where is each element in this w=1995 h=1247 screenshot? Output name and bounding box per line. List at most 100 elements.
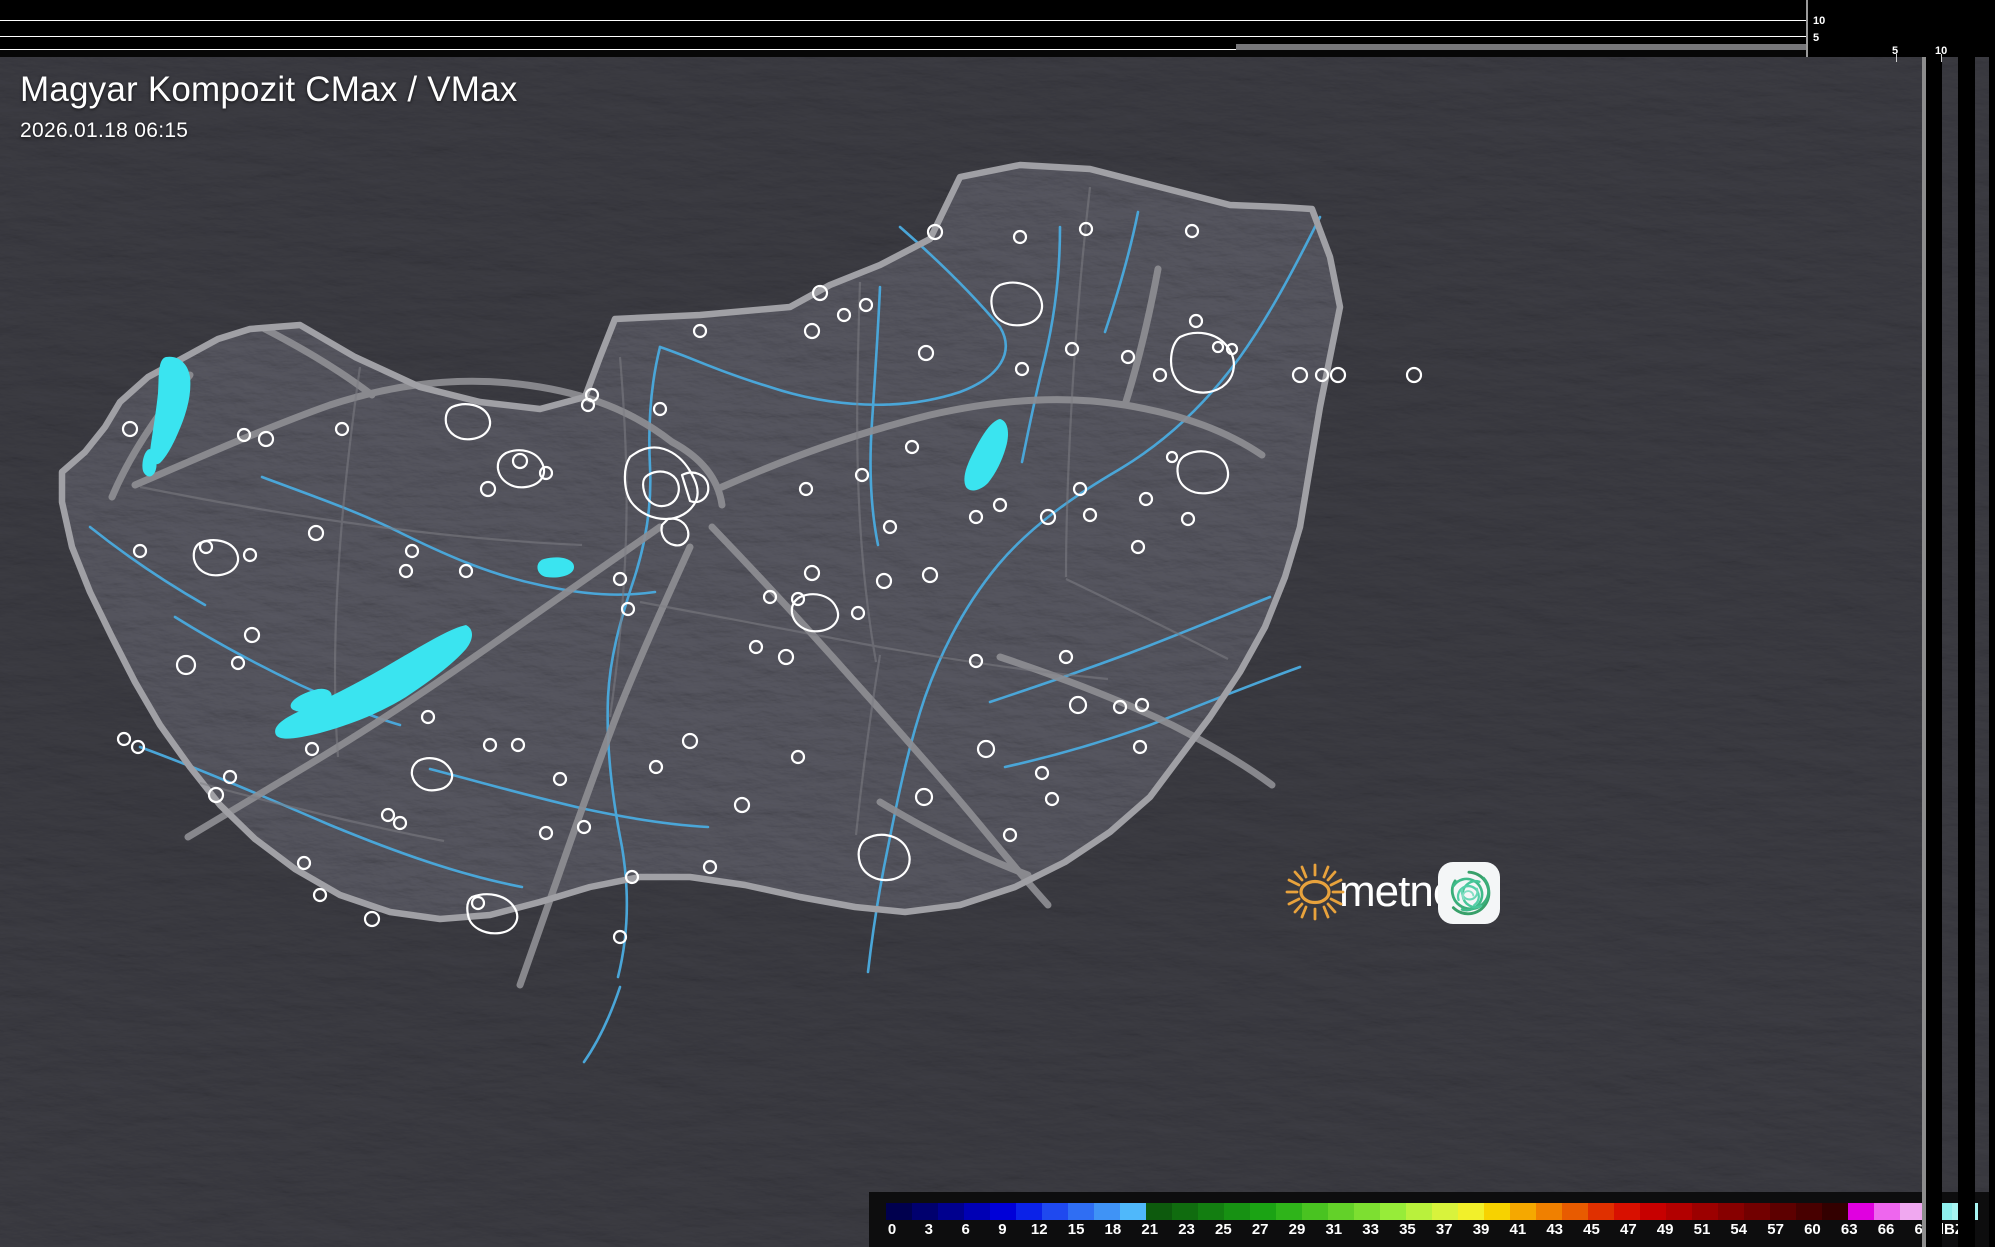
legend-color-cell <box>1120 1203 1146 1220</box>
lake-tisza <box>964 419 1008 491</box>
legend-color-cell <box>1510 1203 1536 1220</box>
top-chart-gridline <box>0 20 1806 21</box>
top-chart-y-tick-10: 10 <box>1813 15 1826 27</box>
legend-tick-0: 0 <box>887 1221 897 1238</box>
right-black-panel-3 <box>1989 57 1995 1247</box>
legend-tick-31: 31 <box>1325 1221 1343 1238</box>
legend-color-cell <box>1068 1203 1094 1220</box>
legend-unit-label: dBZ <box>1934 1221 1965 1238</box>
legend-tick-43: 43 <box>1546 1221 1564 1238</box>
legend-color-cell <box>1562 1203 1588 1220</box>
legend-color-cell <box>1198 1203 1224 1220</box>
legend-color-bar <box>886 1203 1978 1220</box>
legend-tick-23: 23 <box>1178 1221 1195 1238</box>
legend-color-cell <box>912 1203 938 1220</box>
legend-tick-41: 41 <box>1509 1221 1527 1238</box>
legend-color-cell <box>1458 1203 1484 1220</box>
sun-icon <box>1285 862 1345 922</box>
roads-layer <box>108 265 1276 989</box>
legend-color-cell <box>1432 1203 1458 1220</box>
legend-tick-9: 9 <box>998 1221 1007 1238</box>
legend-tick-27: 27 <box>1251 1221 1269 1238</box>
dbz-color-legend: 0 3 6 9 12 15 18 21 23 25 27 29 31 33 35 37 39 41 43 45 47 49… <box>869 1192 1995 1247</box>
legend-color-cell <box>1380 1203 1406 1220</box>
legend-tick-25: 25 <box>1215 1221 1232 1238</box>
legend-color-cell <box>1328 1203 1354 1220</box>
legend-tick-21: 21 <box>1141 1221 1159 1238</box>
lake-balaton <box>275 625 472 739</box>
legend-tick-37: 37 <box>1435 1221 1453 1238</box>
hungary-country-border <box>58 161 1344 923</box>
legend-color-cell <box>1302 1203 1328 1220</box>
legend-tick-12: 12 <box>1030 1221 1048 1238</box>
legend-color-cell <box>1588 1203 1614 1220</box>
top-chart-gridline <box>0 36 1806 37</box>
legend-color-cell <box>1224 1203 1250 1220</box>
top-chart-baseline <box>0 50 1806 57</box>
top-chart-x-tick-10: 10 <box>1935 45 1948 57</box>
top-chart-plot-area <box>0 0 1806 50</box>
rivers-layer <box>88 210 1322 1064</box>
legend-tick-29: 29 <box>1288 1221 1306 1238</box>
lakes-layer <box>142 356 1008 739</box>
top-chart-y-axis <box>1806 0 1808 57</box>
top-chart-widget: 10 5 5 10 <box>0 0 1995 62</box>
legend-color-cell <box>1484 1203 1510 1220</box>
top-chart-bar <box>1236 44 1806 52</box>
top-chart-x-tick-5: 5 <box>1892 45 1899 57</box>
legend-color-cell <box>1666 1203 1692 1220</box>
legend-color-cell <box>1536 1203 1562 1220</box>
county-borders-layer <box>139 186 1229 843</box>
top-chart-y-tick-5: 5 <box>1813 32 1820 44</box>
legend-color-cell <box>1900 1203 1926 1220</box>
legend-color-cell <box>1172 1203 1198 1220</box>
hungary-radar-composite-map[interactable] <box>0 57 1995 1247</box>
legend-color-cell <box>1874 1203 1900 1220</box>
legend-color-cell <box>1406 1203 1432 1220</box>
legend-color-cell <box>1146 1203 1172 1220</box>
lake-ferto <box>149 356 191 465</box>
legend-tick-47: 47 <box>1619 1221 1637 1238</box>
legend-color-cell <box>1770 1203 1796 1220</box>
legend-tick-45: 45 <box>1583 1221 1600 1238</box>
legend-color-cell <box>1094 1203 1120 1220</box>
legend-color-cell <box>1692 1203 1718 1220</box>
legend-color-cell <box>1042 1203 1068 1220</box>
legend-color-cell <box>1640 1203 1666 1220</box>
legend-tick-39: 39 <box>1472 1221 1490 1238</box>
top-chart-gridline <box>0 49 1806 50</box>
lake-velence <box>537 557 574 578</box>
legend-color-cell <box>886 1203 912 1220</box>
legend-color-cell <box>1822 1203 1848 1220</box>
legend-color-cell <box>1718 1203 1744 1220</box>
legend-color-cell <box>1354 1203 1380 1220</box>
legend-tick-18: 18 <box>1104 1221 1122 1238</box>
legend-color-cell <box>964 1203 990 1220</box>
legend-tick-3: 3 <box>924 1221 933 1238</box>
right-panel-divider <box>1922 57 1926 1247</box>
right-black-panel-2 <box>1958 57 1975 1247</box>
legend-tick-66: 66 <box>1877 1221 1895 1238</box>
legend-tick-49: 49 <box>1656 1221 1674 1238</box>
legend-tick-15: 15 <box>1067 1221 1085 1238</box>
legend-tick-57: 57 <box>1767 1221 1784 1238</box>
top-chart-x-tickmark <box>1941 54 1942 62</box>
legend-tick-labels: 0 3 6 9 12 15 18 21 23 25 27 29 31 33 35 37 39 41 43 45 47 49… <box>886 1222 1978 1242</box>
settlement-outlines-layer <box>116 221 1423 945</box>
legend-tick-33: 33 <box>1362 1221 1379 1238</box>
legend-color-cell <box>1016 1203 1042 1220</box>
right-black-panel-1 <box>1926 57 1942 1247</box>
legend-tick-35: 35 <box>1399 1221 1416 1238</box>
map-viewport[interactable] <box>0 57 1995 1247</box>
legend-tick-60: 60 <box>1804 1221 1821 1238</box>
legend-tick-6: 6 <box>961 1221 970 1238</box>
legend-color-cell <box>1614 1203 1640 1220</box>
legend-color-cell <box>1276 1203 1302 1220</box>
legend-tick-51: 51 <box>1693 1221 1711 1238</box>
legend-color-cell <box>1848 1203 1874 1220</box>
legend-color-cell <box>1250 1203 1276 1220</box>
radar-spiral-app-icon[interactable] <box>1438 862 1500 924</box>
legend-tick-63: 63 <box>1840 1221 1858 1238</box>
legend-color-cell <box>1744 1203 1770 1220</box>
